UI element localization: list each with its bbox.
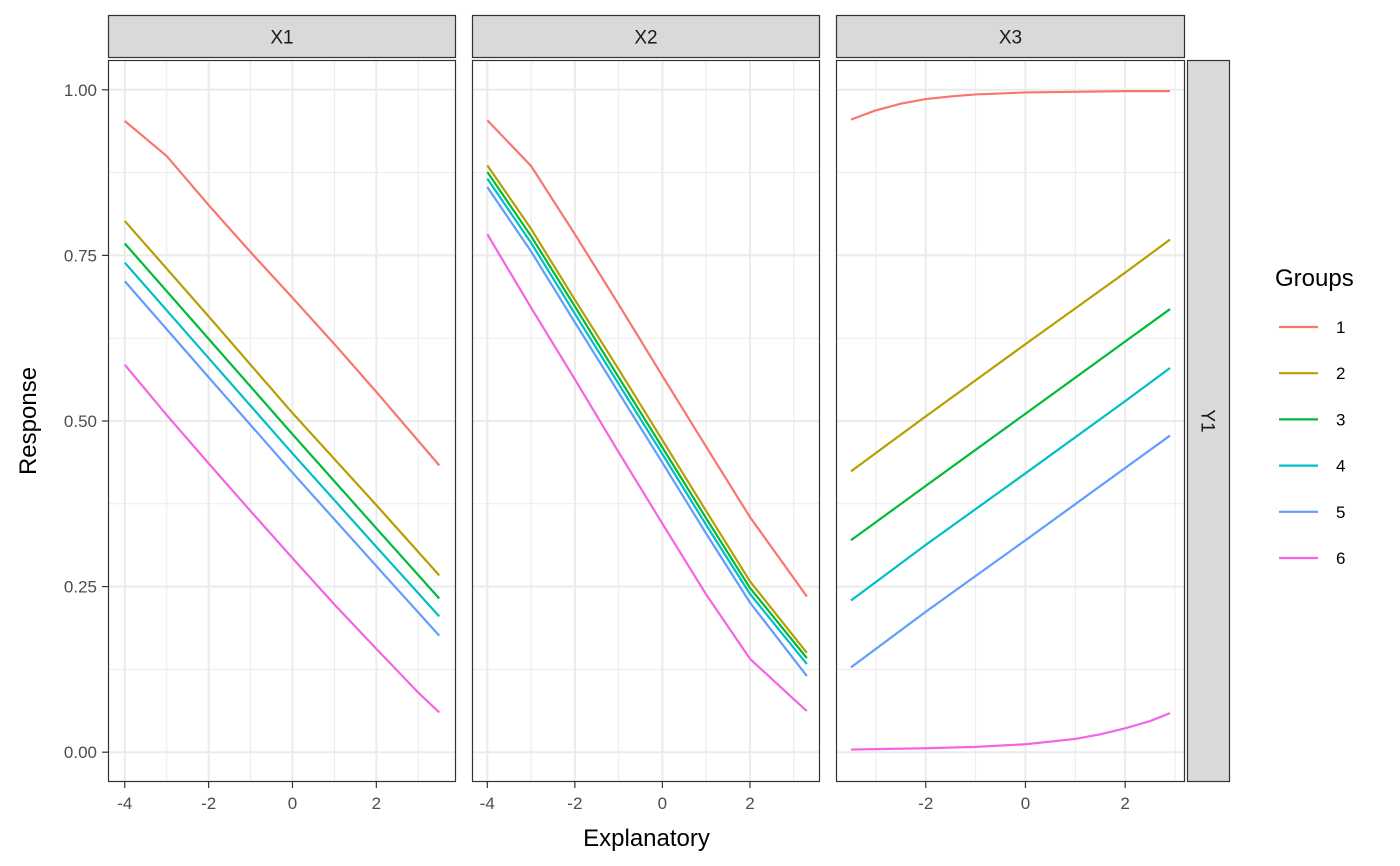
facet-strip — [1186, 59, 1231, 783]
facet-strip — [835, 14, 1186, 59]
series-line-group-3 — [850, 308, 1171, 542]
series-line-group-2 — [850, 238, 1171, 473]
legend: Groups 1 2 3 4 5 6 — [1275, 265, 1354, 568]
legend-title: Groups — [1275, 265, 1354, 292]
panel-border — [107, 59, 457, 783]
series-line-group-3 — [123, 242, 441, 600]
y-tick-label: 1.00 — [64, 81, 97, 100]
series-line-group-6 — [486, 233, 808, 712]
x-tick-label: 2 — [745, 794, 754, 813]
x-tick-label: -4 — [480, 794, 495, 813]
series-line-group-6 — [123, 363, 440, 714]
series-line-group-5 — [850, 434, 1171, 669]
legend-label: 2 — [1336, 364, 1345, 383]
series-line-group-2 — [123, 220, 441, 577]
series-line-group-5 — [123, 280, 441, 637]
facet-panel-x3: X3 -2 0 2 — [835, 14, 1186, 813]
facet-strip — [471, 14, 821, 59]
x-tick-label: 2 — [372, 794, 381, 813]
x-axis-title: Explanatory — [583, 825, 710, 852]
series-line-group-4 — [123, 261, 441, 618]
series-line-group-1 — [486, 119, 808, 598]
facet-panel-x2: X2 -4 -2 0 2 — [471, 14, 821, 813]
series-line-group-1 — [850, 90, 1171, 121]
row-facet-strip: Y1 — [1186, 59, 1231, 783]
y-tick-label: 0.00 — [64, 743, 97, 762]
series-line-group-6 — [850, 712, 1171, 751]
y-axis: 0.00 0.25 0.50 0.75 1.00 — [64, 81, 108, 762]
x-tick-label: 0 — [658, 794, 667, 813]
x-tick-label: 0 — [1021, 794, 1030, 813]
legend-label: 6 — [1336, 549, 1345, 568]
legend-label: 1 — [1336, 318, 1345, 337]
legend-label: 3 — [1336, 410, 1345, 429]
y-tick-label: 0.75 — [64, 246, 97, 265]
x-tick-label: 2 — [1120, 794, 1129, 813]
y-tick-label: 0.50 — [64, 412, 97, 431]
panel-border — [471, 59, 821, 783]
series-line-group-1 — [124, 120, 441, 467]
series-line-group-3 — [486, 171, 808, 659]
facet-strip — [107, 14, 457, 59]
facet-strip-label: X1 — [270, 28, 293, 49]
series-line-group-2 — [486, 164, 808, 654]
y-axis-title: Response — [15, 367, 42, 475]
facet-strip-label: Y1 — [1197, 409, 1218, 432]
x-tick-label: -2 — [201, 794, 216, 813]
legend-label: 4 — [1336, 457, 1345, 476]
y-tick-label: 0.25 — [64, 578, 97, 597]
series-line-group-5 — [486, 186, 808, 677]
x-tick-label: -2 — [567, 794, 582, 813]
x-tick-label: -2 — [918, 794, 933, 813]
x-tick-label: 0 — [288, 794, 297, 813]
facet-strip-label: X2 — [634, 28, 657, 49]
x-tick-label: -4 — [117, 794, 132, 813]
facet-strip-label: X3 — [999, 28, 1022, 49]
series-line-group-4 — [486, 177, 808, 665]
panel-border — [835, 59, 1186, 783]
series-line-group-4 — [850, 367, 1171, 602]
legend-label: 5 — [1336, 503, 1345, 522]
facet-panel-x1: X1 -4 -2 0 2 — [107, 14, 457, 813]
